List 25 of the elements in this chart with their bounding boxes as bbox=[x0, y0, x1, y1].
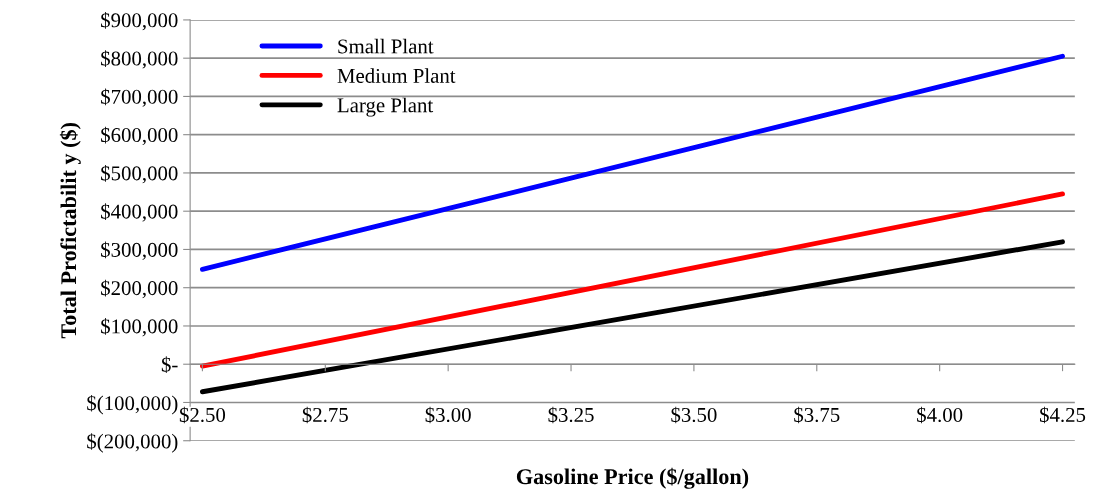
y-tick-label: $(100,000) bbox=[87, 394, 178, 415]
legend-label: Medium Plant bbox=[337, 68, 456, 83]
legend-label: Small Plant bbox=[338, 38, 434, 54]
y-tick-label: $- bbox=[161, 356, 178, 374]
x-tick-label: $3.50 bbox=[671, 406, 717, 424]
y-tick-label: $300,000 bbox=[101, 241, 178, 260]
x-tick-label: $3.00 bbox=[425, 406, 471, 424]
x-tick-label: $2.50 bbox=[179, 406, 226, 424]
y-tick-label: $200,000 bbox=[101, 279, 178, 299]
x-tick-label: $4.25 bbox=[1039, 406, 1086, 424]
y-tick-label: $800,000 bbox=[101, 50, 178, 69]
y-tick-label: $600,000 bbox=[101, 126, 178, 146]
x-tick-label: $4.00 bbox=[917, 406, 963, 424]
y-tick-label: $900,000 bbox=[101, 12, 178, 31]
y-tick-label: $(200,000) bbox=[87, 433, 178, 453]
x-axis-title: Gasoline Price ($/gallon) bbox=[516, 467, 749, 489]
y-axis-title: Total Profictabilit y ($) bbox=[59, 122, 81, 339]
y-tick-label: $400,000 bbox=[101, 203, 178, 222]
y-tick-label: $100,000 bbox=[101, 318, 178, 337]
y-tick-label: $500,000 bbox=[101, 165, 178, 184]
x-tick-label: $2.75 bbox=[302, 406, 348, 424]
legend-label: Large Plant bbox=[337, 97, 434, 117]
x-tick-label: $3.75 bbox=[794, 406, 840, 424]
x-tick-label: $3.25 bbox=[548, 406, 594, 424]
y-tick-label: $700,000 bbox=[101, 88, 178, 107]
